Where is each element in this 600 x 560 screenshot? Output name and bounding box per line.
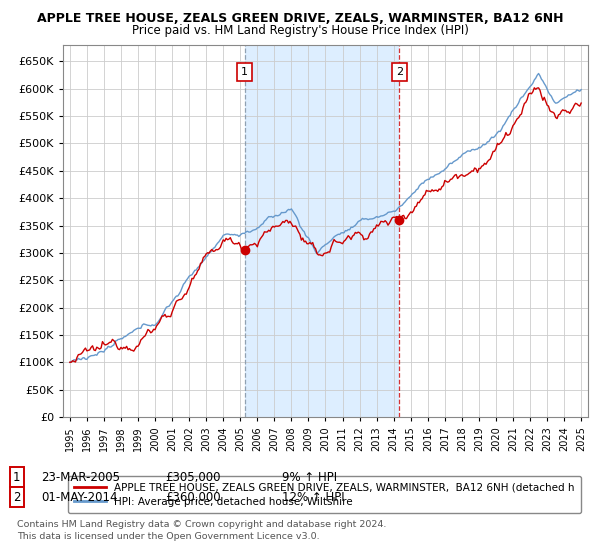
Bar bbox=[245, 45, 400, 417]
Text: 2: 2 bbox=[396, 67, 403, 77]
Text: 1: 1 bbox=[241, 67, 248, 77]
Text: 12% ↑ HPI: 12% ↑ HPI bbox=[282, 491, 344, 504]
Text: £305,000: £305,000 bbox=[165, 470, 221, 484]
Text: 9% ↑ HPI: 9% ↑ HPI bbox=[282, 470, 337, 484]
Text: 2: 2 bbox=[13, 491, 20, 504]
Text: 1: 1 bbox=[13, 470, 20, 484]
Legend: APPLE TREE HOUSE, ZEALS GREEN DRIVE, ZEALS, WARMINSTER,  BA12 6NH (detached h, H: APPLE TREE HOUSE, ZEALS GREEN DRIVE, ZEA… bbox=[68, 477, 581, 513]
Text: £360,000: £360,000 bbox=[165, 491, 221, 504]
Text: APPLE TREE HOUSE, ZEALS GREEN DRIVE, ZEALS, WARMINSTER, BA12 6NH: APPLE TREE HOUSE, ZEALS GREEN DRIVE, ZEA… bbox=[37, 12, 563, 25]
Text: This data is licensed under the Open Government Licence v3.0.: This data is licensed under the Open Gov… bbox=[17, 532, 319, 541]
Text: Contains HM Land Registry data © Crown copyright and database right 2024.: Contains HM Land Registry data © Crown c… bbox=[17, 520, 386, 529]
Text: 01-MAY-2014: 01-MAY-2014 bbox=[41, 491, 118, 504]
Text: 23-MAR-2005: 23-MAR-2005 bbox=[41, 470, 120, 484]
Text: Price paid vs. HM Land Registry's House Price Index (HPI): Price paid vs. HM Land Registry's House … bbox=[131, 24, 469, 36]
